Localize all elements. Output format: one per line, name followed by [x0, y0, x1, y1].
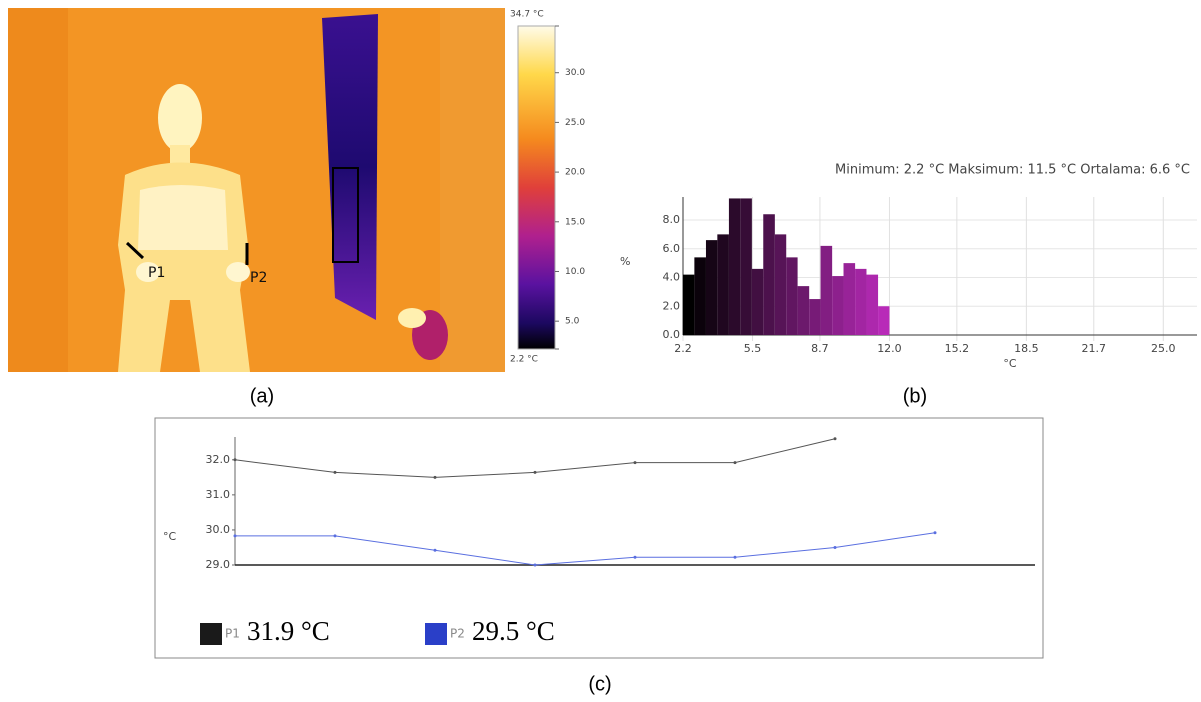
bar — [855, 268, 867, 335]
y-tick-label: 29.0 — [206, 558, 231, 571]
colorbar — [517, 25, 556, 350]
bar — [740, 198, 752, 335]
colorbar-tick-label: 30.0 — [565, 68, 585, 78]
bar — [878, 306, 890, 335]
y-tick-label: 4.0 — [663, 271, 681, 284]
bar — [843, 263, 856, 335]
bar — [728, 198, 741, 335]
chart-frame — [154, 417, 1044, 659]
x-tick-label: 2.2 — [674, 342, 692, 355]
x-tick-label: 18.5 — [1014, 342, 1039, 355]
caption: (c) — [588, 673, 611, 695]
bar — [763, 214, 775, 335]
legend-reading: 31.9 °C — [247, 616, 330, 646]
colorbar-tick-label: 15.0 — [565, 217, 585, 227]
marker-label: P2 — [250, 270, 267, 286]
x-tick-label: 21.7 — [1082, 342, 1107, 355]
colorbar-tick-label: 5.0 — [565, 317, 580, 327]
y-tick-label: 32.0 — [206, 453, 231, 466]
bar — [717, 234, 729, 335]
x-tick-label: 15.2 — [945, 342, 970, 355]
bar — [820, 245, 833, 335]
caption: (b) — [903, 385, 927, 407]
x-tick-label: 5.5 — [744, 342, 762, 355]
bar — [694, 257, 706, 335]
bar — [832, 276, 844, 335]
y-tick-label: 8.0 — [663, 213, 681, 226]
colorbar-tick-label: 10.0 — [565, 267, 585, 277]
legend-reading: 29.5 °C — [472, 616, 555, 646]
x-tick-label: 25.0 — [1151, 342, 1176, 355]
bar — [866, 274, 879, 335]
colorbar-tick-label: 34.7 °C — [510, 10, 544, 20]
bar — [774, 234, 787, 335]
legend-swatch — [200, 623, 222, 645]
y-tick-label: 2.0 — [663, 299, 681, 312]
marker-label: P1 — [148, 265, 165, 281]
series-line — [234, 438, 836, 478]
y-tick-label: 30.0 — [206, 523, 231, 536]
subtitle: Minimum: 2.2 °C Maksimum: 11.5 °C Ortala… — [835, 163, 1190, 178]
x-tick-label: 8.7 — [811, 342, 829, 355]
y-tick-label: 0.0 — [663, 328, 681, 341]
bar — [751, 268, 764, 335]
x-axis-label: °C — [1003, 357, 1017, 370]
x-tick-label: 12.0 — [877, 342, 902, 355]
bar — [809, 299, 821, 335]
thermal-image: P1 P2 — [8, 8, 505, 372]
colorbar-tick-label: 2.2 °C — [510, 355, 538, 365]
bar — [705, 240, 718, 335]
colorbar-tick-label: 25.0 — [565, 118, 585, 128]
colorbar-tick-label: 20.0 — [565, 168, 585, 178]
legend-name: P1 — [225, 627, 240, 641]
series-line — [235, 532, 936, 566]
bar — [683, 274, 695, 335]
caption: (a) — [250, 385, 274, 407]
y-tick-label: 6.0 — [663, 242, 681, 255]
legend-name: P2 — [450, 627, 465, 641]
legend-swatch — [425, 623, 447, 645]
bar — [797, 286, 810, 335]
bar — [786, 257, 798, 335]
y-tick-label: 31.0 — [206, 488, 231, 501]
y-axis-label: °C — [163, 530, 177, 543]
y-axis-label: % — [620, 255, 630, 268]
